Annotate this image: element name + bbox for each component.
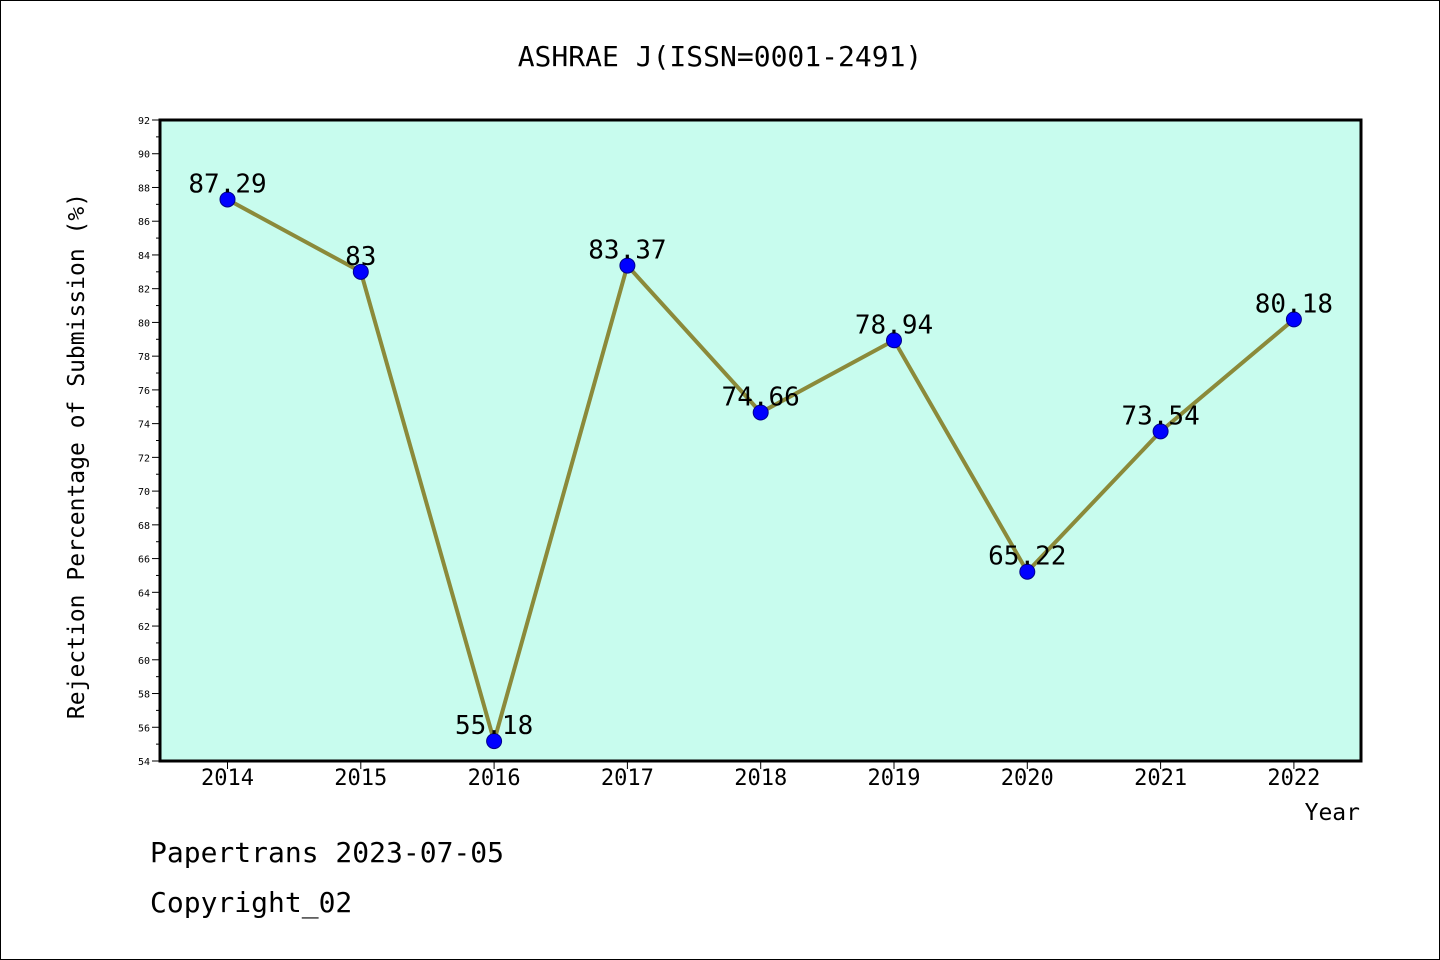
data-point-2020 — [1019, 563, 1036, 580]
data-point-2017 — [619, 257, 636, 274]
y-tick-label-74: 74 — [138, 420, 150, 431]
y-axis-label: Rejection Percentage of Submission (%) — [64, 193, 90, 719]
data-label-2017: 83.37 — [588, 236, 666, 266]
markers-group — [219, 191, 1302, 750]
y-tick-label-60: 60 — [138, 656, 150, 667]
data-point-2016 — [486, 733, 503, 750]
data-point-2019 — [886, 332, 902, 349]
plot-area — [158, 118, 1363, 763]
x-axis: 2014 2015 2016 2017 2018 2019 2020 2021 2022 — [201, 761, 1320, 791]
y-tick-label-84: 84 — [138, 251, 150, 262]
x-axis-label: Year — [1305, 800, 1360, 826]
x-tick-label-2019: 2019 — [868, 766, 921, 791]
data-label-2015: 83 — [345, 242, 376, 272]
x-tick-label-2018: 2018 — [734, 766, 787, 791]
y-tick-label-68: 68 — [138, 521, 150, 532]
data-point-2022 — [1285, 311, 1302, 328]
x-tick-label-2022: 2022 — [1267, 766, 1320, 791]
x-tick-label-2017: 2017 — [601, 766, 654, 791]
y-tick-label-56: 56 — [138, 723, 150, 734]
chart-title: ASHRAE J(ISSN=0001-2491) — [518, 40, 923, 73]
data-point-2018 — [752, 404, 769, 421]
y-tick-label-92: 92 — [138, 116, 150, 127]
y-tick-label-80: 80 — [138, 318, 150, 329]
y-tick-label-82: 82 — [138, 285, 150, 296]
data-point-2014 — [219, 191, 236, 208]
data-point-2015 — [352, 263, 369, 280]
footer-papertrans: Papertrans 2023-07-05 — [150, 836, 505, 869]
y-tick-label-70: 70 — [138, 487, 150, 498]
y-tick-label-78: 78 — [138, 352, 150, 363]
data-label-2014: 87.29 — [188, 169, 266, 199]
y-tick-label-72: 72 — [138, 453, 150, 464]
y-tick-label-76: 76 — [138, 386, 150, 397]
x-tick-label-2014: 2014 — [201, 766, 254, 791]
y-tick-label-58: 58 — [138, 690, 150, 701]
y-tick-label-64: 64 — [138, 588, 150, 599]
x-tick-label-2020: 2020 — [1001, 766, 1054, 791]
y-tick-label-66: 66 — [138, 555, 150, 566]
data-label-2020: 65.22 — [988, 542, 1066, 572]
y-tick-label-62: 62 — [138, 622, 150, 633]
data-label-2022: 80.18 — [1255, 289, 1333, 319]
y-tick-label-86: 86 — [138, 217, 150, 228]
data-label-2021: 73.54 — [1121, 401, 1199, 431]
y-axis: 54 56 58 60 62 64 66 68 70 72 74 76 78 80 82 84 86 88 90 92 — [138, 116, 160, 768]
x-tick-label-2016: 2016 — [468, 766, 521, 791]
x-tick-label-2015: 2015 — [334, 766, 387, 791]
data-labels-group: 87.29 83 55.18 83.37 74.66 78.94 65.22 73.54 80.… — [188, 169, 1333, 741]
data-label-2018: 74.66 — [722, 382, 800, 412]
x-tick-label-2021: 2021 — [1134, 766, 1187, 791]
data-point-2021 — [1152, 423, 1169, 440]
y-tick-label-88: 88 — [138, 183, 150, 194]
data-label-2019: 78.94 — [855, 310, 933, 340]
data-label-2016: 55.18 — [455, 711, 533, 741]
y-tick-label-54: 54 — [138, 757, 150, 768]
y-tick-label-90: 90 — [138, 150, 150, 161]
footer-copyright: Copyright_02 — [150, 886, 353, 919]
